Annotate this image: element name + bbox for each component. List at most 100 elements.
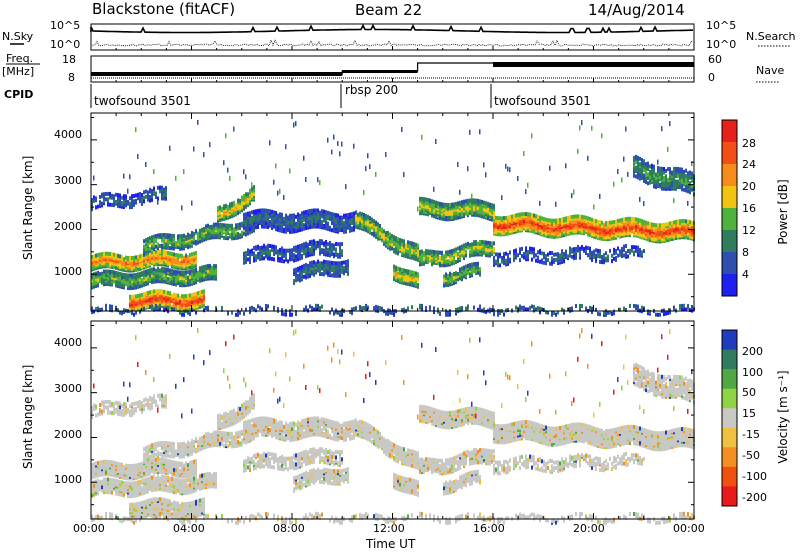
power-cell xyxy=(307,242,309,247)
power-ytick-3000: 3000 xyxy=(54,174,82,187)
power-cell xyxy=(289,252,291,257)
power-cell xyxy=(623,217,625,222)
power-cell xyxy=(109,276,111,281)
power-cell xyxy=(551,311,553,315)
power-cell xyxy=(249,188,251,193)
power-cell xyxy=(581,245,583,249)
power-cell xyxy=(627,225,629,230)
power-cell xyxy=(145,263,147,267)
power-cell xyxy=(521,212,523,217)
power-cell xyxy=(541,216,543,221)
power-cell xyxy=(343,260,345,265)
power-cell xyxy=(177,293,179,298)
power-cell xyxy=(449,278,451,283)
power-cell xyxy=(329,260,331,265)
power-noise xyxy=(283,194,285,200)
power-cell xyxy=(403,268,405,273)
power-cell xyxy=(285,213,287,218)
power-cell xyxy=(503,312,505,317)
power-cell xyxy=(607,254,609,259)
power-noise xyxy=(401,127,403,132)
power-cell xyxy=(411,241,413,246)
power-cell xyxy=(463,199,465,204)
power-cell xyxy=(549,261,551,266)
power-cb-tick-8: 8 xyxy=(742,246,749,259)
power-cell xyxy=(425,197,427,202)
power-cell xyxy=(623,248,625,253)
power-cell xyxy=(297,217,299,222)
power-cell xyxy=(255,308,257,313)
power-cell xyxy=(249,306,251,311)
power-cell xyxy=(333,261,335,266)
power-cell xyxy=(397,266,399,271)
power-cell xyxy=(341,228,343,233)
power-cell xyxy=(595,248,597,253)
power-cell xyxy=(139,199,141,204)
power-cell xyxy=(411,305,413,310)
power-cell xyxy=(615,219,617,224)
power-cell xyxy=(243,231,245,236)
power-cell xyxy=(575,214,577,219)
power-cell xyxy=(255,254,257,259)
power-cell xyxy=(473,198,475,203)
power-cell xyxy=(211,276,213,281)
power-cell xyxy=(395,247,397,251)
power-cell xyxy=(419,249,421,254)
power-cell xyxy=(493,255,495,260)
power-cell xyxy=(109,202,111,207)
power-cell xyxy=(119,272,121,276)
power-cell xyxy=(461,266,463,271)
nsky-tick-low: 10^0 xyxy=(50,38,81,51)
power-cell xyxy=(307,263,309,268)
power-cell xyxy=(463,243,465,248)
power-cell xyxy=(111,193,113,198)
power-cell xyxy=(465,242,467,247)
power-cell xyxy=(571,254,573,259)
power-cell xyxy=(303,242,305,247)
power-cell xyxy=(335,261,337,266)
power-cell xyxy=(247,211,249,216)
power-cell xyxy=(221,223,223,227)
power-cell xyxy=(461,306,463,310)
power-cell xyxy=(591,257,593,262)
power-cell xyxy=(349,309,351,314)
power-cell xyxy=(315,240,317,245)
power-cell xyxy=(91,281,93,286)
power-noise xyxy=(193,146,195,152)
power-cell xyxy=(525,307,527,312)
power-cell xyxy=(515,248,517,253)
power-cell xyxy=(243,216,245,221)
power-cell xyxy=(239,198,241,203)
power-cell xyxy=(325,260,327,264)
power-cell xyxy=(195,229,197,234)
vel-cb-tick-15: 15 xyxy=(742,407,756,420)
power-cell xyxy=(203,226,205,231)
power-cell xyxy=(333,243,335,248)
power-cell xyxy=(515,213,517,218)
power-cell xyxy=(473,265,475,270)
power-cell xyxy=(155,268,157,273)
power-cell xyxy=(341,312,343,317)
power-cell xyxy=(207,269,209,274)
power-cell xyxy=(309,250,311,255)
power-cell xyxy=(113,201,115,206)
power-cell xyxy=(617,218,619,223)
power-cell xyxy=(583,229,585,234)
power-cell xyxy=(343,213,345,218)
power-noise xyxy=(183,169,185,175)
power-cell xyxy=(237,203,239,208)
power-cell xyxy=(253,307,255,311)
power-cell xyxy=(453,275,455,280)
power-cell xyxy=(395,236,397,241)
power-cell xyxy=(153,234,155,239)
power-cell xyxy=(367,214,369,219)
power-cell xyxy=(587,246,589,251)
power-cell xyxy=(599,249,601,254)
power-cell xyxy=(391,233,393,238)
power-cell xyxy=(475,198,477,203)
power-cell xyxy=(129,196,131,201)
power-cell xyxy=(107,269,109,274)
power-cell xyxy=(409,273,411,278)
power-cell xyxy=(275,211,277,215)
power-cell xyxy=(151,267,153,272)
